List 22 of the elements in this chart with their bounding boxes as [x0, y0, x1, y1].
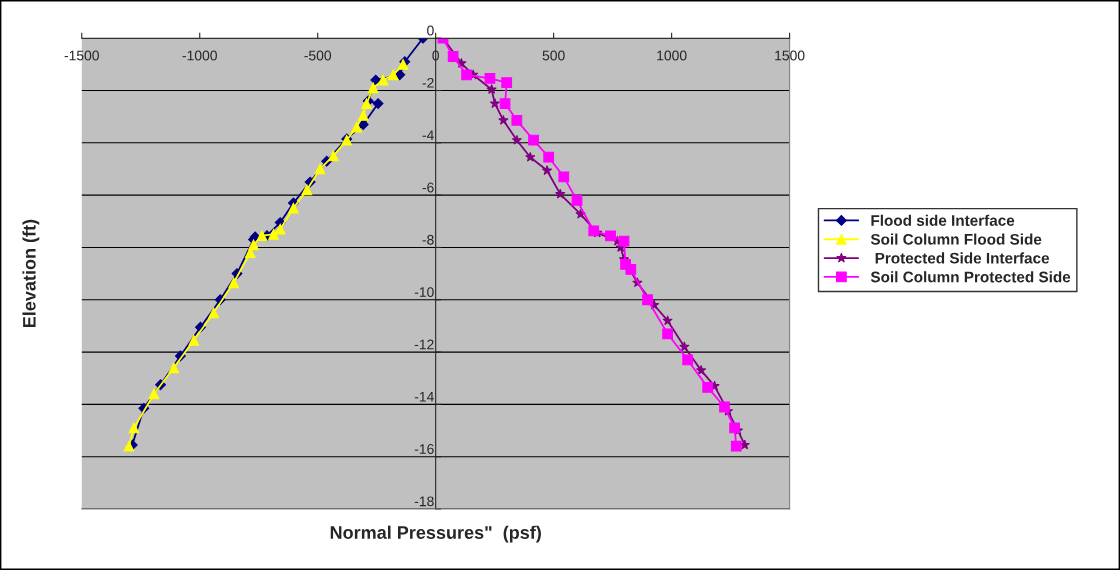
x-axis-title: Normal Pressures" (psf) [330, 525, 541, 543]
x-tick-label: -1500 [64, 50, 99, 61]
y-tick-label: -12 [414, 339, 434, 350]
legend-label: Flood side Interface [871, 214, 1015, 226]
y-tick-label: -18 [414, 496, 434, 507]
x-tick-label: -500 [304, 50, 332, 61]
y-tick-label: -16 [414, 444, 434, 454]
y-tick-label: -8 [422, 234, 434, 245]
y-axis-title: Elevation (ft) [22, 219, 40, 328]
y-tick-label: -2 [422, 77, 434, 88]
x-tick-label: 500 [542, 50, 565, 61]
y-tick-label: -6 [422, 182, 434, 193]
y-tick-label: -4 [422, 130, 434, 140]
x-tick-label: 1000 [657, 50, 687, 61]
x-tick-label: -1000 [182, 50, 217, 61]
x-tick-label: 1500 [775, 50, 805, 61]
legend-label: Soil Column Protected Side [870, 271, 1071, 283]
y-tick-label: -14 [414, 391, 434, 402]
legend-label: Protected Side Interface [875, 252, 1050, 264]
legend-label: Soil Column Flood Side [870, 233, 1042, 245]
y-tick-label: 0 [427, 25, 434, 36]
y-tick-label: -10 [414, 287, 434, 298]
